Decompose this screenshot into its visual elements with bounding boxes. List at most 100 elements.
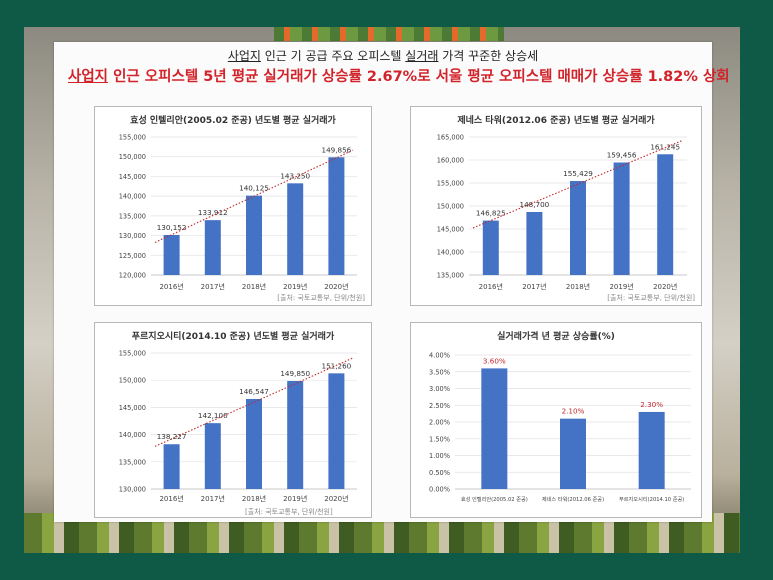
y-tick-label: 140,000 [119, 193, 146, 201]
bar [526, 211, 543, 275]
x-tick-label: 2017년 [201, 494, 225, 503]
bar-chart-hyosung: 120,000 125,000 130,000 135,000 140,000 145,0… [119, 134, 357, 291]
y-tick-label: 150,000 [119, 153, 146, 161]
y-tick-label: 155,000 [119, 350, 146, 358]
bar [328, 157, 345, 275]
x-tick-label: 2017년 [522, 282, 546, 291]
y-tick-label: 165,000 [437, 134, 464, 142]
x-tick-label: 2019년 [609, 282, 633, 291]
headline-primary-keyword-2: 실거래 [405, 49, 439, 63]
bar [638, 411, 665, 489]
x-tick-label: 2020년 [324, 494, 348, 503]
bar [204, 423, 221, 489]
chart-source-note: [출처: 국토교통부, 단위/천원] [245, 508, 333, 516]
headline-primary-text-a: 인근 기 공급 주요 오피스텔 [260, 49, 406, 63]
chart-source-note: [출처: 국토교통부, 단위/천원] [277, 294, 365, 302]
y-tick-label: 135,000 [119, 212, 146, 220]
x-tick-label: 효성 인텔리안(2005.02 준공) [461, 495, 528, 503]
chart-panel-growth-rate: 실거래가격 년 평균 상승률(%) 0.00% 0.50% 1.00% 1.50% 2.… [410, 322, 702, 518]
bar [560, 418, 586, 489]
x-tick-label: 2019년 [283, 494, 307, 503]
bar [570, 181, 586, 275]
bar [246, 398, 262, 489]
chart-title: 제네스 타워(2012.06 준공) 년도별 평균 실거래가 [457, 116, 655, 126]
y-tick-label: 155,000 [437, 180, 464, 188]
data-label: 142,100 [198, 411, 228, 420]
x-tick-label: 푸르지오시티(2014.10 준공) [619, 495, 684, 503]
bar [657, 154, 674, 275]
x-tick-label: 2018년 [242, 282, 266, 291]
x-tick-label: 2020년 [324, 282, 348, 291]
y-tick-label: 4.00% [429, 352, 450, 360]
data-label: 161,245 [650, 142, 680, 151]
bar [328, 373, 345, 489]
y-tick-label: 145,000 [437, 226, 464, 234]
bar-chart-prugio: 130,000 135,000 140,000 145,000 150,000 155,0… [119, 350, 357, 503]
data-label: 143,250 [280, 171, 310, 180]
y-tick-label: 155,000 [119, 134, 146, 142]
bar [481, 368, 508, 489]
bar [482, 220, 499, 275]
x-tick-label: 2018년 [566, 282, 590, 291]
y-tick-label: 2.00% [429, 419, 450, 427]
y-tick-label: 125,000 [119, 252, 146, 260]
y-tick-label: 140,000 [437, 249, 464, 257]
chart-source-note: [출처: 국토교통부, 단위/천원] [607, 294, 695, 302]
y-tick-label: 135,000 [119, 458, 146, 466]
y-tick-label: 120,000 [119, 272, 146, 280]
data-label: 159,456 [607, 151, 637, 160]
headline-primary-keyword: 사업지 [227, 49, 261, 63]
bar [287, 381, 304, 489]
y-tick-label: 2.50% [429, 402, 450, 410]
chart-title: 푸르지오시티(2014.10 준공) 년도별 평균 실거래가 [131, 332, 335, 342]
chart-panel-zeness: 제네스 타워(2012.06 준공) 년도별 평균 실거래가 135,000 14… [410, 106, 702, 306]
data-label: 146,825 [476, 209, 506, 218]
bar [613, 162, 630, 275]
x-tick-label: 2017년 [201, 282, 225, 291]
y-tick-label: 1.00% [429, 452, 450, 460]
data-label: 148,700 [520, 200, 550, 209]
data-label: 133,912 [198, 208, 228, 217]
y-tick-label: 150,000 [119, 377, 146, 385]
x-tick-label: 2016년 [159, 494, 183, 503]
y-tick-label: 0.00% [429, 486, 450, 494]
background-plants-top [274, 27, 504, 41]
data-label: 2.30% [640, 400, 663, 409]
x-tick-label: 2016년 [479, 282, 503, 291]
data-label: 130,152 [157, 223, 187, 232]
y-tick-label: 130,000 [119, 486, 146, 494]
y-tick-label: 145,000 [119, 173, 146, 181]
x-tick-label: 제네스 타워(2012.06 준공) [542, 495, 604, 503]
bar-chart-growth-rate: 0.00% 0.50% 1.00% 1.50% 2.00% 2.50% 3.00% 3.50%… [429, 352, 691, 503]
data-label: 155,429 [563, 169, 593, 178]
y-tick-label: 135,000 [437, 272, 464, 280]
data-label: 140,125 [239, 184, 269, 193]
headline-primary-text-b: 가격 꾸준한 상승세 [438, 49, 539, 63]
y-tick-label: 140,000 [119, 431, 146, 439]
data-label: 149,850 [280, 369, 310, 378]
trend-line [154, 149, 354, 243]
x-tick-label: 2016년 [159, 282, 183, 291]
chart-title: 실거래가격 년 평균 상승률(%) [497, 332, 615, 342]
bar-chart-zeness: 135,000 140,000 145,000 150,000 155,000 160,0… [437, 134, 687, 291]
x-tick-label: 2018년 [242, 494, 266, 503]
y-tick-label: 1.50% [429, 435, 450, 443]
y-tick-label: 3.50% [429, 368, 450, 376]
y-tick-label: 130,000 [119, 232, 146, 240]
chart-panel-prugio: 푸르지오시티(2014.10 준공) 년도별 평균 실거래가 130,000 13… [94, 322, 372, 518]
chart-panel-hyosung: 효성 인텔리안(2005.02 준공) 년도별 평균 실거래가 120,000 1… [94, 106, 372, 306]
data-label: 138,227 [157, 432, 187, 441]
headline-secondary-keyword: 사업지 [68, 69, 109, 85]
x-tick-label: 2019년 [283, 282, 307, 291]
y-tick-label: 3.00% [429, 385, 450, 393]
headline-secondary: 사업지 인근 오피스텔 5년 평균 실거래가 상승률 2.67%로 서울 평균 … [68, 65, 730, 86]
x-tick-label: 2020년 [653, 282, 677, 291]
poster-board: 사업지 인근 기 공급 주요 오피스텔 실거래 가격 꾸준한 상승세 사업지 인… [54, 42, 730, 522]
chart-title: 효성 인텔리안(2005.02 준공) 년도별 평균 실거래가 [130, 116, 336, 126]
data-label: 149,856 [322, 145, 352, 154]
data-label: 2.10% [562, 407, 585, 416]
bar [204, 220, 221, 275]
bar [163, 444, 180, 489]
y-tick-label: 0.50% [429, 469, 450, 477]
headline-primary: 사업지 인근 기 공급 주요 오피스텔 실거래 가격 꾸준한 상승세 [54, 47, 712, 64]
